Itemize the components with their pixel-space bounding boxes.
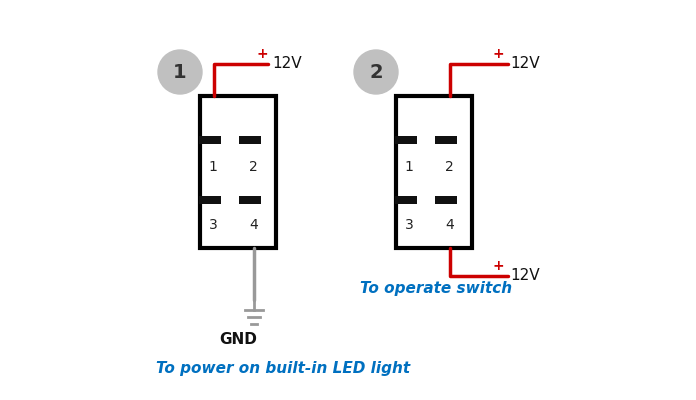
Text: +: + xyxy=(492,47,504,61)
Text: 2: 2 xyxy=(369,62,383,82)
Text: 4: 4 xyxy=(249,218,258,232)
Text: 3: 3 xyxy=(209,218,218,232)
Text: 1: 1 xyxy=(209,160,218,174)
Bar xyxy=(199,136,221,144)
Text: 12V: 12V xyxy=(510,268,539,284)
Bar xyxy=(200,96,276,248)
Text: 4: 4 xyxy=(445,218,454,232)
Text: 2: 2 xyxy=(249,160,258,174)
Text: 3: 3 xyxy=(405,218,413,232)
Text: GND: GND xyxy=(219,332,257,347)
Bar xyxy=(435,196,457,204)
Bar xyxy=(239,136,261,144)
Bar xyxy=(395,196,417,204)
Bar xyxy=(239,196,261,204)
Bar xyxy=(395,136,417,144)
Bar xyxy=(435,136,457,144)
Text: 1: 1 xyxy=(405,160,413,174)
Bar xyxy=(199,196,221,204)
Text: +: + xyxy=(256,47,268,61)
Text: 1: 1 xyxy=(173,62,187,82)
Text: 2: 2 xyxy=(445,160,454,174)
Text: 12V: 12V xyxy=(510,56,539,72)
Bar xyxy=(396,96,472,248)
Text: To power on built-in LED light: To power on built-in LED light xyxy=(156,361,410,376)
Text: +: + xyxy=(492,259,504,273)
Circle shape xyxy=(158,50,202,94)
Text: To operate switch: To operate switch xyxy=(360,281,512,296)
Text: 12V: 12V xyxy=(272,56,301,72)
Circle shape xyxy=(354,50,398,94)
